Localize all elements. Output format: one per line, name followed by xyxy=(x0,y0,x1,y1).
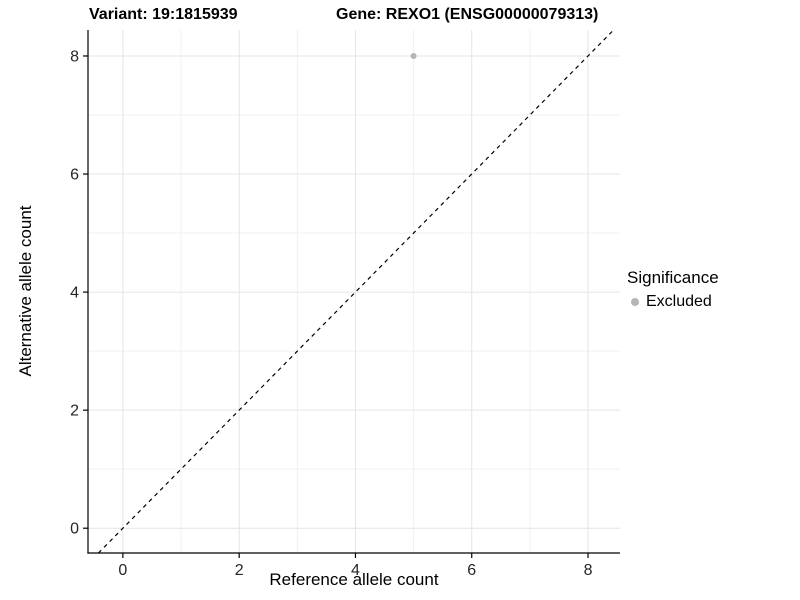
y-tick-label: 6 xyxy=(70,167,79,184)
legend-title: Significance xyxy=(627,268,719,287)
plot-title-variant: Variant: 19:1815939 xyxy=(89,6,238,23)
x-tick-label: 8 xyxy=(584,562,593,579)
legend: Significance Excluded xyxy=(627,268,719,311)
x-tick-label: 2 xyxy=(235,562,244,579)
y-axis-title: Alternative allele count xyxy=(16,205,35,377)
y-tick-label: 4 xyxy=(70,285,79,302)
x-tick-label: 0 xyxy=(118,562,127,579)
identity-line xyxy=(98,29,615,554)
y-tick-label: 0 xyxy=(70,521,79,538)
y-tick-label: 8 xyxy=(70,48,79,65)
data-point xyxy=(410,52,417,59)
x-axis-title: Reference allele count xyxy=(269,570,439,589)
x-tick-label: 4 xyxy=(351,562,360,579)
legend-item-excluded: Excluded xyxy=(627,293,719,311)
y-tick-label: 2 xyxy=(70,403,79,420)
x-tick-label: 6 xyxy=(467,562,476,579)
legend-item-label: Excluded xyxy=(646,293,712,310)
legend-point-swatch xyxy=(631,298,639,306)
panel-background xyxy=(88,30,620,553)
plot-title-gene: Gene: REXO1 (ENSG00000079313) xyxy=(336,6,599,23)
